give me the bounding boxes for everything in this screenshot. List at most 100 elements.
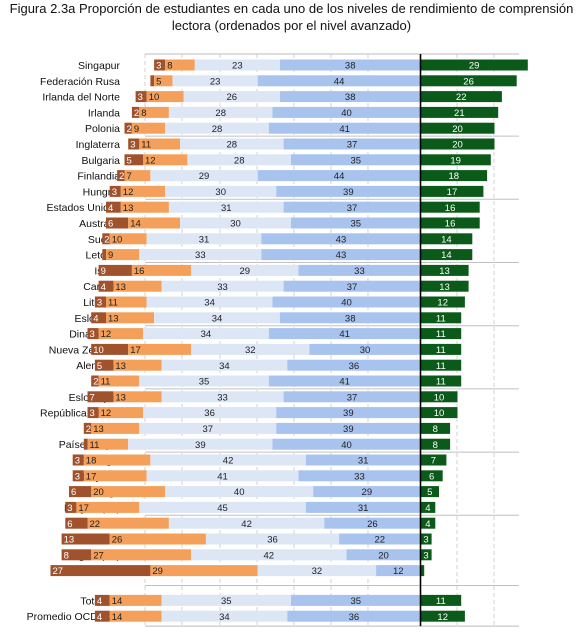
value-label-high: 39 <box>343 408 354 419</box>
bar-low <box>109 594 162 606</box>
value-label-high: 31 <box>358 503 369 514</box>
value-label-advanced: 11 <box>436 377 446 388</box>
value-label-low: 12 <box>101 408 112 419</box>
bar-intermediate <box>143 328 269 340</box>
value-label-intermediate: 39 <box>195 440 206 451</box>
value-label-below_low: 6 <box>67 519 72 530</box>
value-label-advanced: 17 <box>447 187 458 198</box>
bar-advanced <box>420 343 462 355</box>
bar-low <box>128 217 180 229</box>
bar-high <box>268 328 421 340</box>
bar-below_low <box>117 170 125 182</box>
value-label-low: 10 <box>112 234 123 245</box>
value-label-high: 43 <box>336 234 347 245</box>
value-label-advanced: 16 <box>445 203 456 214</box>
bar-high <box>376 565 421 577</box>
value-label-intermediate: 34 <box>201 329 212 340</box>
value-label-below_low: 8 <box>64 550 69 561</box>
chart-title-line1: Figura 2.3a Proporción de estudiantes en… <box>9 1 574 16</box>
bar-high <box>261 249 421 261</box>
value-label-low: 18 <box>86 456 97 467</box>
bar-high <box>283 201 421 213</box>
bar-low <box>87 438 129 450</box>
bar-low <box>146 91 184 103</box>
bar-high <box>279 91 421 103</box>
bar-high <box>276 422 421 434</box>
value-label-low: 8 <box>167 61 172 72</box>
value-label-below_low: 4 <box>108 203 113 214</box>
value-label-advanced: 13 <box>439 266 450 277</box>
value-label-low: 27 <box>93 550 104 561</box>
value-label-low: 12 <box>145 155 156 166</box>
value-label-high: 35 <box>350 155 361 166</box>
value-label-low: 13 <box>93 424 104 435</box>
value-label-high: 36 <box>349 361 360 372</box>
value-label-intermediate: 30 <box>230 219 241 230</box>
bar-intermediate <box>161 359 288 371</box>
value-label-high: 22 <box>375 535 386 546</box>
bar-high <box>272 296 421 308</box>
bar-below_low <box>94 359 114 371</box>
bar-low <box>139 138 180 150</box>
bar-intermediate <box>191 343 310 355</box>
bar-intermediate <box>205 533 340 545</box>
bar-advanced <box>420 296 465 308</box>
bar-high <box>324 517 421 529</box>
value-label-high: 39 <box>343 187 354 198</box>
bar-below_low <box>98 264 132 276</box>
bar-intermediate <box>257 565 377 577</box>
value-label-intermediate: 28 <box>215 108 226 119</box>
value-label-intermediate: 26 <box>227 92 238 103</box>
value-label-advanced: 3 <box>423 535 428 546</box>
bar-intermediate <box>139 375 269 387</box>
bar-low <box>113 280 162 292</box>
bar-intermediate <box>183 91 280 103</box>
value-label-advanced: 11 <box>436 361 446 372</box>
bar-intermediate <box>154 312 280 324</box>
bar-advanced <box>420 170 488 182</box>
bar-advanced <box>420 375 462 387</box>
value-label-advanced: 29 <box>469 61 480 72</box>
value-label-low: 12 <box>123 187 134 198</box>
value-label-below_low: 3 <box>156 61 161 72</box>
value-label-low: 17 <box>130 345 141 356</box>
bar-intermediate <box>146 296 273 308</box>
bar-advanced <box>420 438 451 450</box>
value-label-intermediate: 29 <box>199 171 210 182</box>
bar-advanced <box>420 565 425 577</box>
bar-low <box>109 610 162 622</box>
bar-below_low <box>87 391 114 403</box>
value-label-advanced: 14 <box>441 250 452 261</box>
bar-advanced <box>420 533 432 545</box>
bar-high <box>287 610 421 622</box>
bar-high <box>309 343 421 355</box>
bar-low <box>98 328 143 340</box>
bar-high <box>305 501 421 513</box>
value-label-intermediate: 34 <box>219 612 230 623</box>
bar-high <box>339 533 421 545</box>
bar-intermediate <box>161 610 288 622</box>
bar-high <box>272 438 421 450</box>
value-label-below_low: 27 <box>53 566 64 577</box>
bar-below_low <box>50 565 151 577</box>
value-label-intermediate: 32 <box>312 566 323 577</box>
value-label-low: 26 <box>112 535 123 546</box>
value-label-below_low: 3 <box>90 329 95 340</box>
value-label-intermediate: 41 <box>217 471 228 482</box>
value-label-low: 29 <box>152 566 163 577</box>
bar-below_low <box>61 549 92 561</box>
value-label-intermediate: 42 <box>264 550 275 561</box>
bar-high <box>305 454 421 466</box>
value-label-intermediate: 40 <box>234 487 245 498</box>
bar-below_low <box>154 59 166 71</box>
value-label-advanced: 8 <box>433 440 438 451</box>
bar-below_low <box>94 594 110 606</box>
value-label-advanced: 22 <box>456 92 467 103</box>
value-label-intermediate: 37 <box>202 424 213 435</box>
bar-intermediate <box>168 517 325 529</box>
value-label-advanced: 19 <box>450 155 461 166</box>
value-label-below_low: 5 <box>127 155 132 166</box>
value-label-below_low: 2 <box>104 234 109 245</box>
bar-advanced <box>420 470 443 482</box>
bar-high <box>291 154 421 166</box>
